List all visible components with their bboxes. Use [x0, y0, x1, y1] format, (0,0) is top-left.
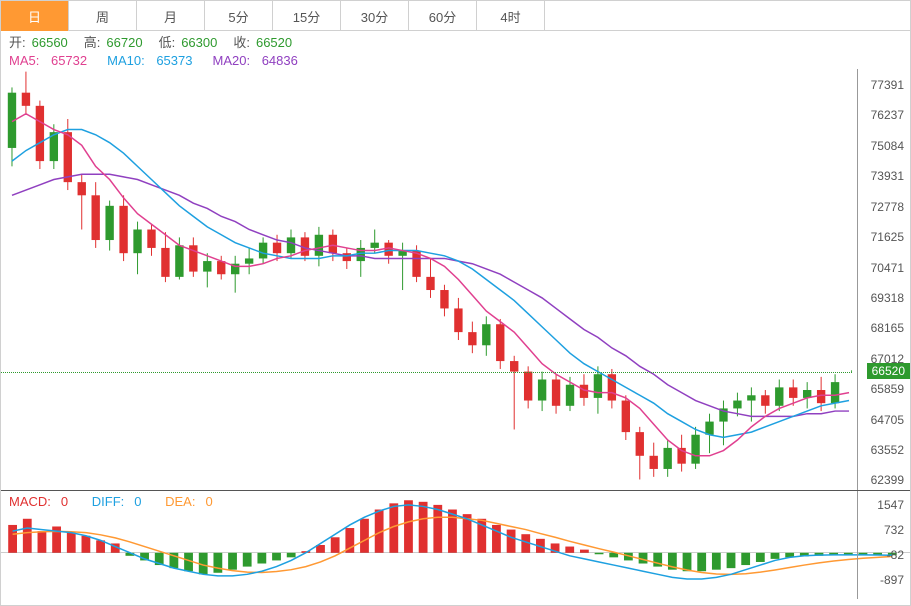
timeframe-tab[interactable]: 15分: [273, 1, 341, 31]
ma-bar: MA5: 65732 MA10: 65373 MA20: 64836: [1, 51, 910, 69]
macd-panel[interactable]: MACD:0 DIFF:0 DEA:0 1547732-82-897: [1, 491, 910, 599]
timeframe-tab[interactable]: 日: [1, 1, 69, 31]
price-axis: 7739176237750847393172778716257047169318…: [858, 69, 910, 490]
timeframe-tab[interactable]: 5分: [205, 1, 273, 31]
macd-axis: 1547732-82-897: [858, 491, 910, 599]
timeframe-tab[interactable]: 60分: [409, 1, 477, 31]
timeframe-tab[interactable]: 月: [137, 1, 205, 31]
timeframe-tab[interactable]: 30分: [341, 1, 409, 31]
timeframe-tab[interactable]: 周: [69, 1, 137, 31]
ohlc-bar: 开:66560 高:66720 低:66300 收:66520: [1, 31, 910, 51]
candlestick-chart[interactable]: 7739176237750847393172778716257047169318…: [1, 69, 910, 491]
timeframe-tab[interactable]: 4时: [477, 1, 545, 31]
current-price-tag: 66520: [867, 363, 910, 379]
